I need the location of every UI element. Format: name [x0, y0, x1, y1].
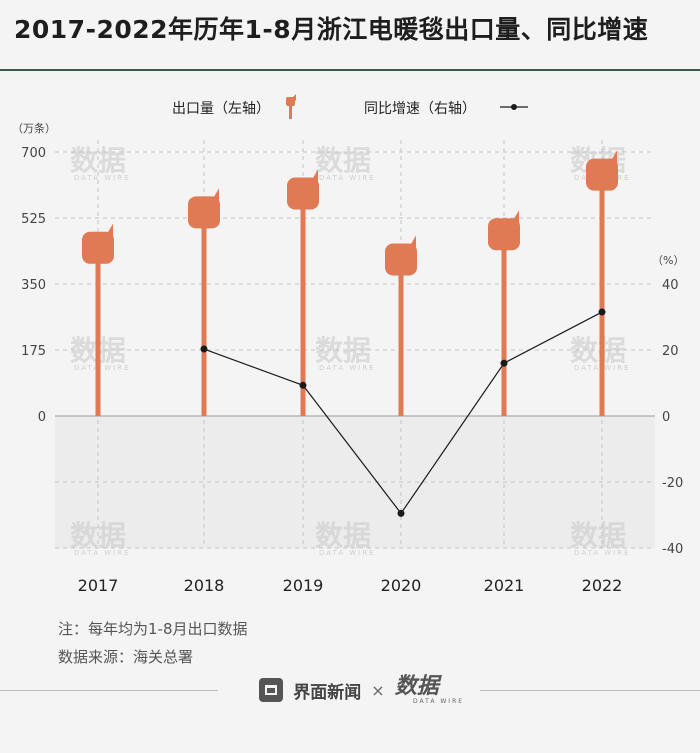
right-tick-label: 0	[662, 410, 670, 425]
growth-point	[397, 509, 405, 517]
growth-point	[200, 345, 208, 353]
growth-point	[500, 359, 508, 367]
watermark-sub: DATA WIRE	[319, 549, 376, 557]
x-tick-label: 2019	[283, 576, 324, 595]
brand-datawire: 数据	[394, 674, 439, 699]
jiemian-logo-icon	[259, 678, 284, 702]
watermark-sub: DATA WIRE	[74, 364, 131, 372]
left-tick-label: 700	[21, 146, 46, 161]
right-tick-label: -20	[662, 476, 683, 491]
bar	[201, 212, 207, 416]
bar-marker-tail	[410, 235, 416, 250]
watermark-sub: DATA WIRE	[574, 549, 631, 557]
title-rule	[0, 69, 700, 71]
legend-line-point	[511, 104, 517, 110]
bar-marker-tail	[611, 150, 617, 165]
x-tick-label: 2022	[582, 576, 623, 595]
footnote: 注：每年均为1-8月出口数据	[58, 620, 248, 638]
watermark: 数据	[570, 519, 626, 552]
left-tick-label: 0	[38, 410, 46, 425]
x-tick-label: 2017	[78, 576, 119, 595]
legend-bar-marker	[286, 97, 295, 106]
x-tick-label: 2018	[184, 576, 225, 595]
legend-bar-marker-tail	[292, 94, 296, 101]
growth-point	[598, 308, 606, 316]
bar-marker	[287, 177, 319, 210]
watermark-sub: DATA WIRE	[319, 174, 376, 182]
bar-marker-tail	[312, 169, 318, 184]
watermark: 数据	[315, 144, 371, 177]
footer-brand: 界面新闻 × 数据	[218, 672, 480, 708]
right-tick-label: 20	[662, 344, 679, 359]
right-axis-unit: （%）	[652, 254, 684, 267]
bar-marker	[586, 158, 618, 191]
bar	[398, 259, 404, 416]
left-axis-unit: （万条）	[12, 121, 56, 135]
x-tick-label: 2021	[484, 576, 525, 595]
watermark-sub: DATA WIRE	[74, 174, 131, 182]
bar-marker	[385, 243, 417, 276]
x-tick-label: 2020	[381, 576, 422, 595]
watermark-sub: DATA WIRE	[74, 549, 131, 557]
left-tick-label: 350	[21, 278, 46, 293]
growth-point	[299, 381, 307, 389]
bar-marker-tail	[213, 188, 219, 203]
bar	[95, 247, 101, 416]
brand-separator: ×	[371, 680, 385, 700]
right-tick-label: -40	[662, 542, 683, 557]
source-note: 数据来源：海关总署	[58, 648, 194, 666]
bar-marker	[82, 231, 114, 264]
bar	[300, 193, 306, 416]
legend-bar-label: 出口量（左轴）	[172, 101, 270, 117]
brand-datawire-sub: DATA WIRE	[413, 698, 465, 705]
legend-bar-stem	[289, 106, 292, 119]
bar-marker-tail	[513, 210, 519, 225]
left-tick-label: 525	[21, 212, 46, 227]
chart-title: 2017-2022年历年1-8月浙江电暖毯出口量、同比增速	[14, 15, 649, 44]
legend-line-label: 同比增速（右轴）	[364, 101, 476, 117]
bar-marker	[488, 218, 520, 251]
bar	[501, 234, 507, 416]
right-tick-label: 40	[662, 278, 679, 293]
watermark-sub: DATA WIRE	[319, 364, 376, 372]
watermark: 数据	[315, 519, 371, 552]
brand-jiemian: 界面新闻	[293, 682, 362, 703]
bar-marker	[188, 196, 220, 229]
bar-marker-tail	[107, 223, 113, 238]
left-tick-label: 175	[21, 344, 46, 359]
bar	[599, 174, 605, 416]
